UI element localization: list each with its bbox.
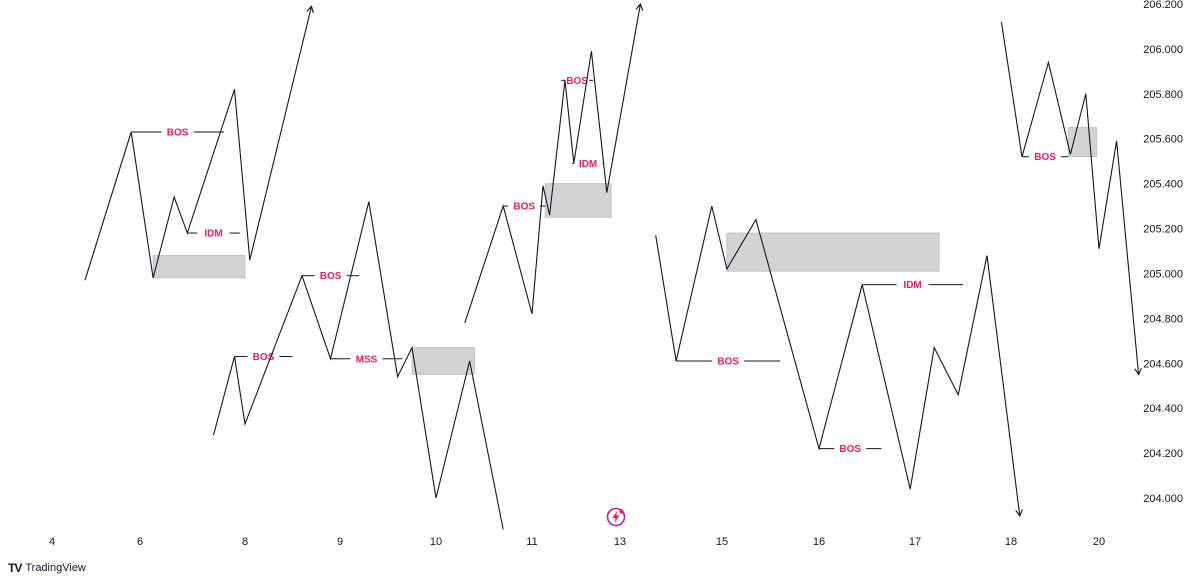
series-arrowhead-2 (635, 2, 644, 11)
y-tick-label-9: 204.400 (1143, 403, 1183, 415)
marker-label-7: IDM (579, 159, 597, 170)
y-tick-label-5: 205.200 (1143, 224, 1183, 236)
zone-rect-2 (544, 183, 612, 218)
marker-label-1: IDM (204, 229, 222, 240)
y-tick-label-3: 205.600 (1143, 134, 1183, 146)
zone-rect-0 (152, 255, 246, 279)
zone-rect-4 (1067, 127, 1098, 158)
tradingview-watermark: TV TradingView (8, 559, 86, 577)
series-line-4 (1000, 21, 1140, 375)
tradingview-logo: TV (8, 561, 22, 575)
zones-layer (152, 127, 1098, 375)
marker-label-4: MSS (356, 354, 378, 365)
markers-layer: BOS IDM BOS BOS MSS BOS BOS IDM BOS BOS IDM BOS (131, 76, 1069, 455)
zone-rect-1 (411, 347, 475, 375)
marker-label-2: BOS (253, 352, 275, 363)
marker-label-6: BOS (566, 76, 588, 87)
marker-label-8: BOS (717, 357, 739, 368)
series-line-1 (212, 201, 504, 530)
y-tick-label-0: 206.200 (1143, 0, 1183, 11)
y-tick-label-8: 204.600 (1143, 358, 1183, 370)
y-tick-label-10: 204.200 (1143, 448, 1183, 460)
tradingview-name: TradingView (25, 562, 86, 574)
x-axis: 4 6 8 9 10 11 13 15 16 17 18 20 (49, 536, 1105, 548)
x-tick-label-6: 13 (614, 536, 626, 548)
y-axis: 206.200 206.000 205.800 205.600 205.400 205.2… (1143, 0, 1183, 505)
lightning-icon[interactable] (606, 507, 626, 527)
series-line-2 (464, 3, 641, 324)
series-layer (84, 2, 1142, 530)
x-tick-label-7: 15 (716, 536, 728, 548)
series-line-0 (84, 6, 313, 281)
series-line-3 (655, 205, 1021, 517)
x-tick-label-0: 4 (49, 536, 55, 548)
x-tick-label-8: 16 (813, 536, 825, 548)
x-tick-label-4: 10 (430, 536, 442, 548)
y-tick-label-1: 206.000 (1143, 44, 1183, 56)
x-tick-label-5: 11 (526, 536, 537, 548)
y-tick-label-11: 204.000 (1143, 493, 1183, 505)
y-tick-label-2: 205.800 (1143, 89, 1183, 101)
x-tick-label-2: 8 (242, 536, 248, 548)
marker-label-0: BOS (167, 127, 189, 138)
series-arrowhead-4 (1134, 367, 1142, 376)
x-tick-label-11: 20 (1093, 536, 1105, 548)
marker-label-5: BOS (513, 202, 535, 213)
x-tick-label-10: 18 (1005, 536, 1017, 548)
series-arrowhead-0 (306, 5, 314, 14)
y-tick-label-6: 205.000 (1143, 268, 1183, 280)
y-tick-label-7: 204.800 (1143, 313, 1183, 325)
marker-label-9: BOS (839, 444, 861, 455)
series-arrowhead-3 (1015, 509, 1023, 518)
marker-label-3: BOS (320, 271, 342, 282)
x-tick-label-9: 17 (909, 536, 921, 548)
x-tick-label-3: 9 (337, 536, 343, 548)
y-tick-label-4: 205.400 (1143, 179, 1183, 191)
zone-rect-3 (726, 232, 940, 272)
x-tick-label-1: 6 (137, 536, 143, 548)
marker-label-11: BOS (1034, 152, 1056, 163)
marker-label-10: IDM (903, 280, 921, 291)
